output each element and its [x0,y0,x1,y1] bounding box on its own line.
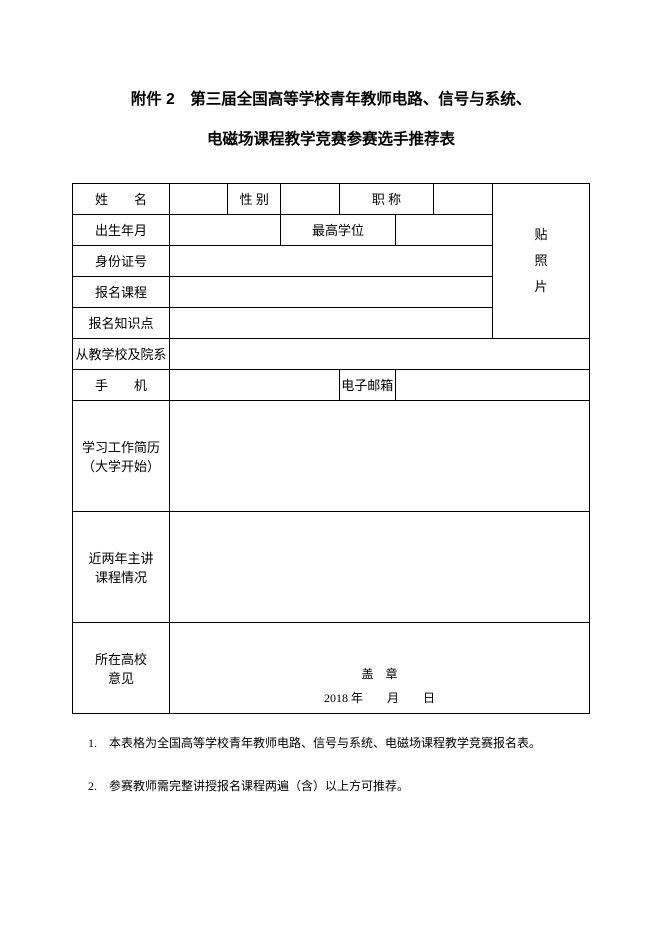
value-name [169,183,228,214]
value-title-rank [434,183,493,214]
note-2: 2. 参赛教师需完整讲授报名课程两遍（含）以上方可推荐。 [88,777,584,796]
label-recent: 近两年主讲课程情况 [73,511,170,622]
value-email [396,369,590,400]
date-text: 2018 年 月 日 [170,686,589,710]
value-resume [169,400,589,511]
value-phone [169,369,339,400]
value-gender [280,183,339,214]
label-course: 报名课程 [73,276,170,307]
value-course [169,276,492,307]
page: 附件 2 第三届全国高等学校青年教师电路、信号与系统、 电磁场课程教学竞赛参赛选… [0,0,662,936]
label-birth: 出生年月 [73,214,170,245]
photo-area: 贴照片 [493,183,590,338]
value-school [169,338,589,369]
label-resume: 学习工作简历（大学开始） [73,400,170,511]
label-title-rank: 职 称 [339,183,434,214]
label-degree: 最高学位 [280,214,395,245]
label-opinion: 所在高校意见 [73,622,170,713]
label-id-no: 身份证号 [73,245,170,276]
value-recent [169,511,589,622]
value-topic [169,307,492,338]
label-gender: 性 别 [228,183,281,214]
label-resume-text: 学习工作简历（大学开始） [73,437,169,475]
label-recent-text: 近两年主讲课程情况 [73,548,169,586]
value-opinion: 盖 章 2018 年 月 日 [169,622,589,713]
label-email: 电子邮箱 [339,369,396,400]
seal-text: 盖 章 [170,662,589,686]
label-topic: 报名知识点 [73,307,170,338]
notes: 1. 本表格为全国高等学校青年教师电路、信号与系统、电磁场课程教学竞赛报名表。 … [72,734,590,796]
label-school: 从教学校及院系 [73,338,170,369]
document-title: 附件 2 第三届全国高等学校青年教师电路、信号与系统、 电磁场课程教学竞赛参赛选… [72,80,590,161]
label-name: 姓 名 [73,183,170,214]
label-phone: 手 机 [73,369,170,400]
label-opinion-text: 所在高校意见 [73,649,169,687]
note-1: 1. 本表格为全国高等学校青年教师电路、信号与系统、电磁场课程教学竞赛报名表。 [88,734,584,753]
value-degree [396,214,493,245]
title-line-2: 电磁场课程教学竞赛参赛选手推荐表 [72,120,590,160]
title-line-1: 附件 2 第三届全国高等学校青年教师电路、信号与系统、 [72,80,590,120]
photo-label: 贴照片 [493,222,589,300]
value-id-no [169,245,492,276]
form-table: 姓 名 性 别 职 称 贴照片 出生年月 最高学位 身份证号 报名课程 报名知识 [72,183,590,714]
value-birth [169,214,280,245]
